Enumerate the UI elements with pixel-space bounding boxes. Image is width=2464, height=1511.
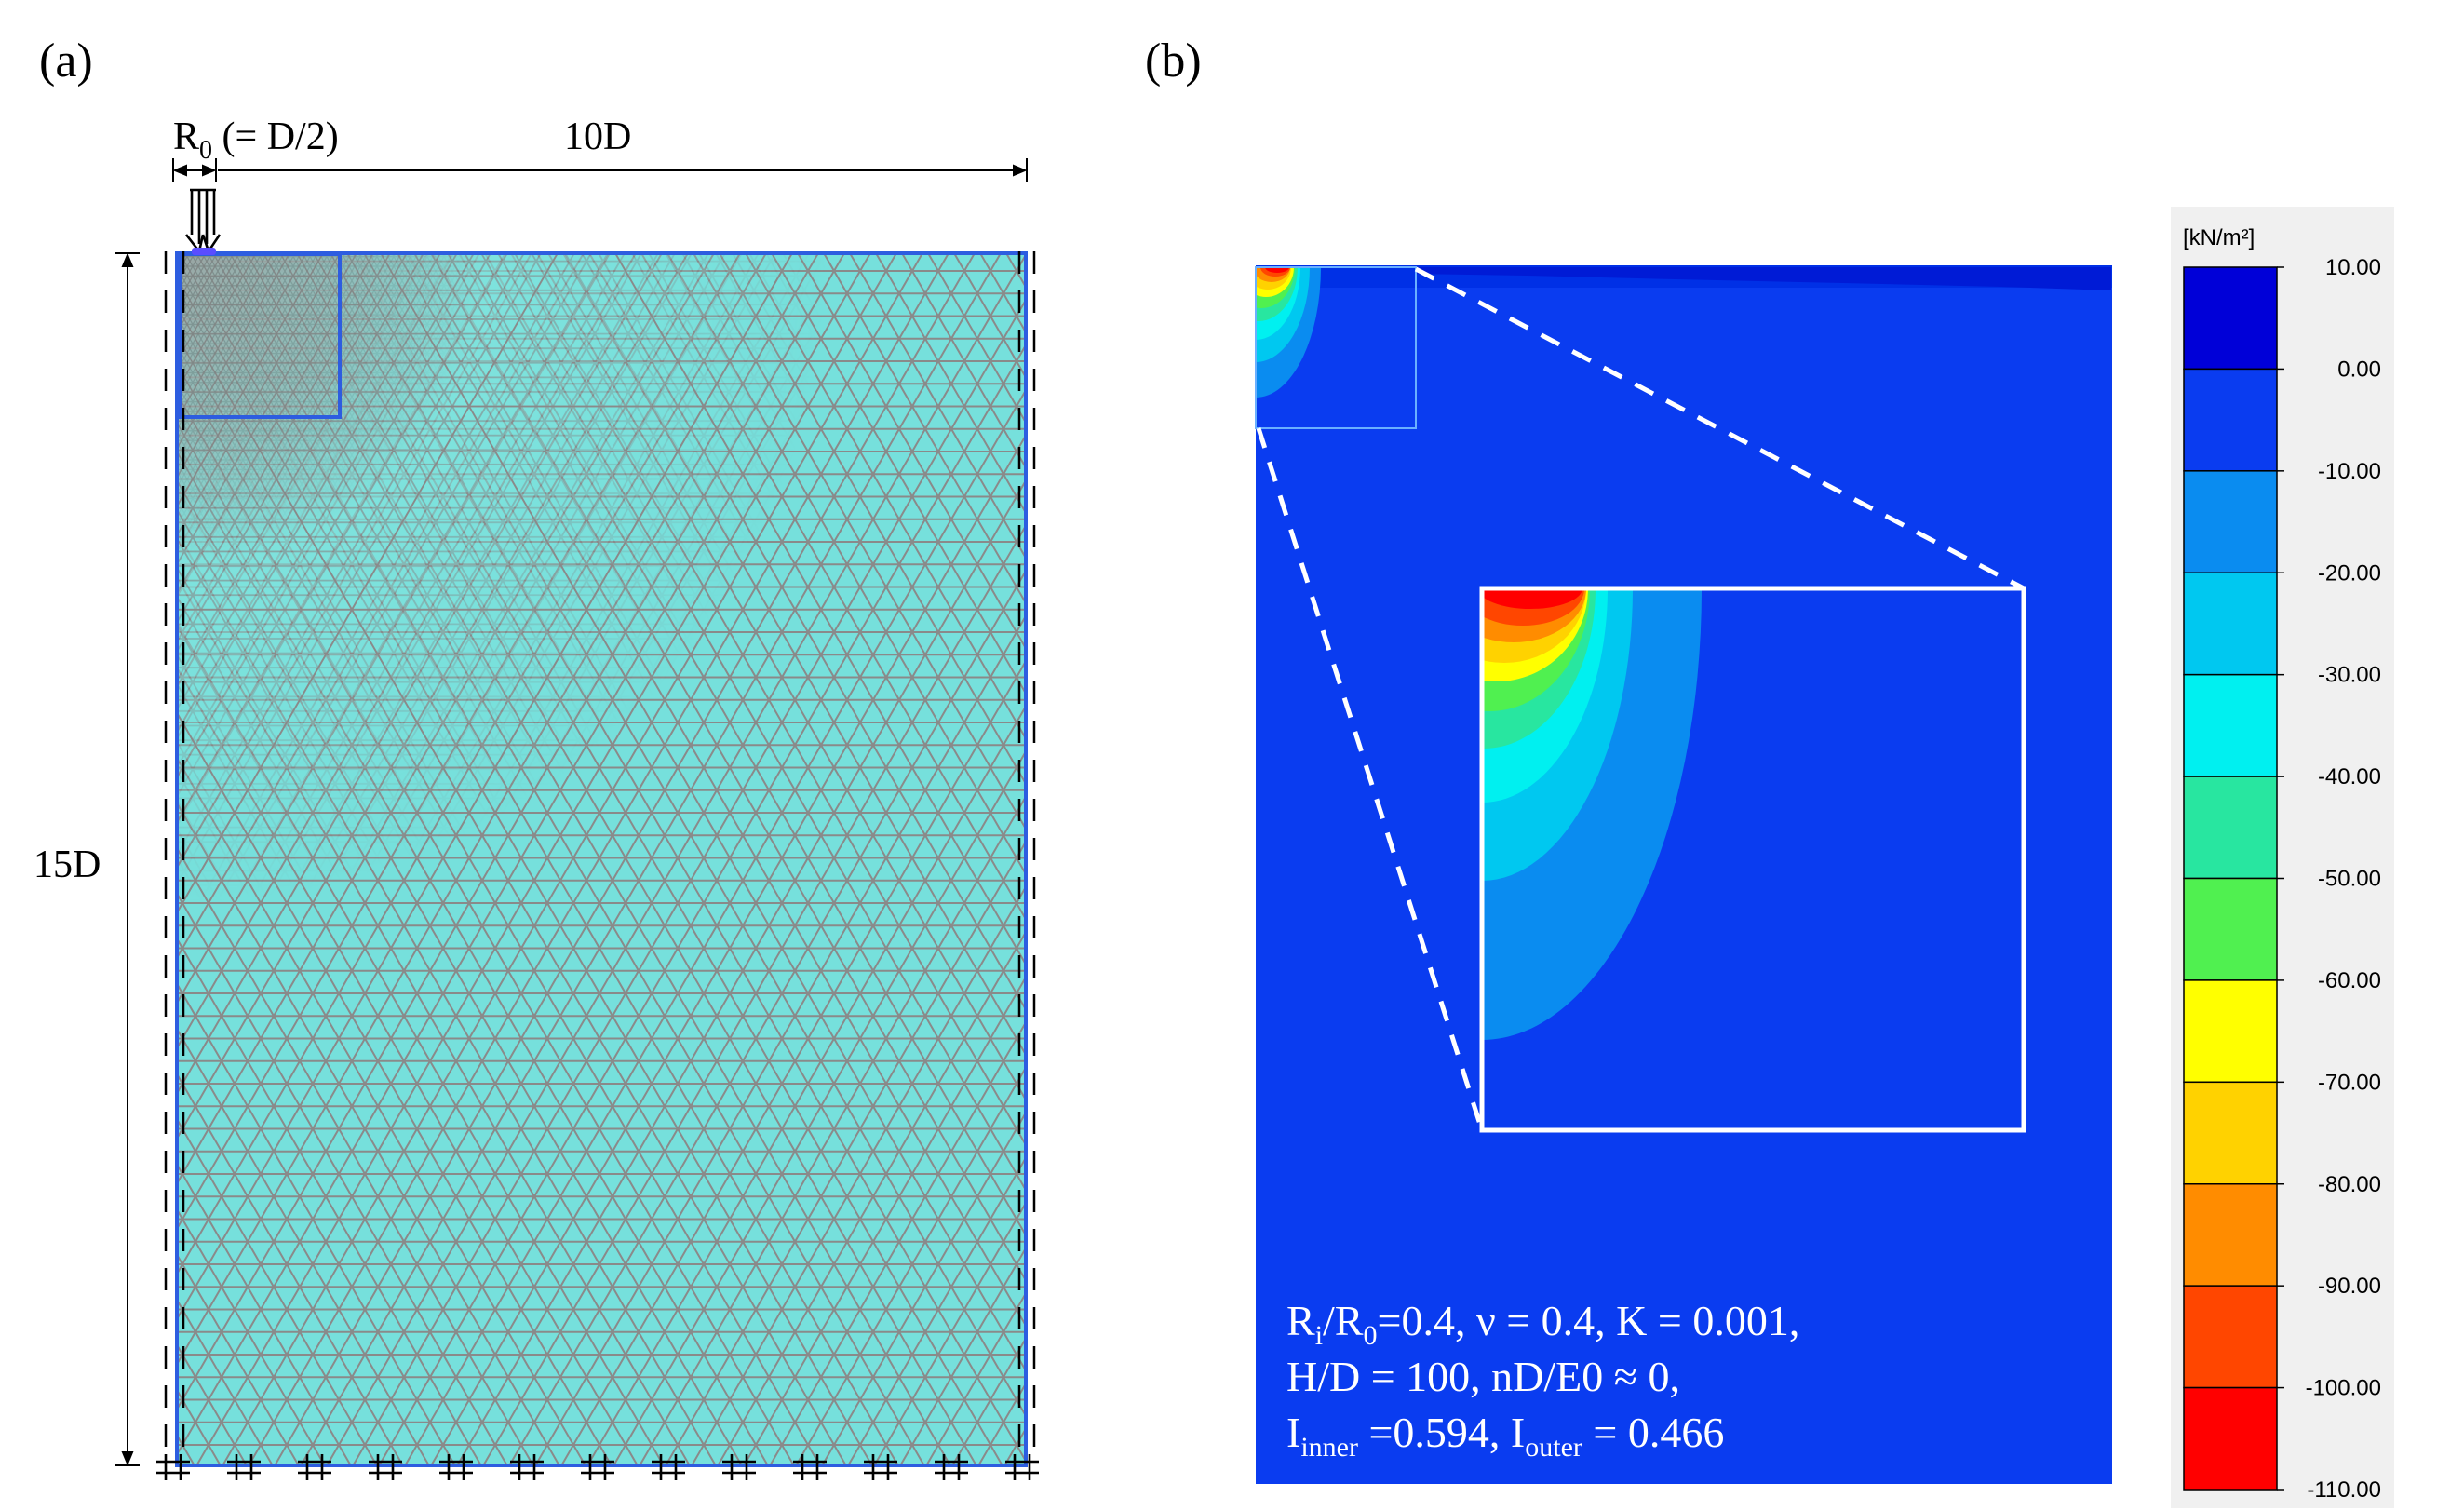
panel-a-label: (a) [39, 34, 93, 88]
legend-tick-label: -30.00 [2318, 663, 2381, 688]
fixed-support-symbol [227, 1454, 261, 1480]
legend-tick-label: -20.00 [2318, 560, 2381, 586]
param-line-2: H/D = 100, nD/E0 ≈ 0, [1286, 1353, 1680, 1400]
legend-color-bar [2183, 266, 2278, 1491]
legend-tick-label: -10.00 [2318, 459, 2381, 484]
fixed-support-symbol [510, 1454, 544, 1480]
dimension-10d [218, 158, 1028, 182]
fixed-support-symbol [864, 1454, 897, 1480]
param-line-3: Iinner =0.594, Iouter = 0.466 [1286, 1409, 1724, 1463]
fixed-support-symbol [935, 1454, 968, 1480]
legend-ticks: 10.00 0.00 -10.00 -20.00 -30.00 -40.00 -50.00 -… [2277, 255, 2381, 1503]
dimension-15d-label: 15D [34, 843, 101, 886]
dimension-r0 [172, 158, 217, 182]
load-arrows [184, 188, 222, 254]
legend-tick-label: -110.00 [2307, 1477, 2381, 1503]
zoom-connector-lines [1256, 266, 2026, 1131]
legend-swatch [2183, 776, 2278, 880]
fem-mesh [177, 253, 1026, 1465]
legend-tick-label: -40.00 [2318, 764, 2381, 789]
legend-swatch [2183, 572, 2278, 676]
right-roller-supports [1017, 251, 1036, 1457]
legend-tick-label: -80.00 [2318, 1172, 2381, 1197]
param-line-1: Ri/R0=0.4, ν = 0.4, K = 0.001, [1286, 1297, 1799, 1351]
legend-swatch [2183, 673, 2278, 777]
fixed-support-symbol [298, 1454, 331, 1480]
legend-tick-label: -90.00 [2318, 1274, 2381, 1299]
fixed-support-symbol [1005, 1454, 1039, 1480]
dimension-10d-label: 10D [564, 115, 631, 158]
fixed-support-symbol [439, 1454, 473, 1480]
zoom-inset-frame [1479, 586, 2026, 1133]
bottom-fixed-supports [156, 1454, 1039, 1480]
dimension-r0-label: R0 (= D/2) [173, 115, 339, 165]
legend-tick-label: -50.00 [2318, 867, 2381, 892]
fixed-support-symbol [652, 1454, 685, 1480]
mesh-boundary [175, 251, 1028, 1467]
legend-swatch [2183, 266, 2278, 371]
legend-swatch [2183, 877, 2278, 981]
fixed-support-symbol [581, 1454, 614, 1480]
surface-edge [1415, 267, 2111, 290]
legend-swatch [2183, 1081, 2278, 1185]
fixed-support-symbol [369, 1454, 402, 1480]
legend-swatch [2183, 1183, 2278, 1287]
legend-tick-label: -100.00 [2306, 1376, 2381, 1401]
zoom-source-box [1255, 266, 1417, 429]
load-plate [192, 248, 216, 255]
legend-swatch [2183, 1386, 2278, 1491]
legend-swatch [2183, 1285, 2278, 1389]
legend-tick-label: -60.00 [2318, 968, 2381, 993]
fixed-support-symbol [722, 1454, 756, 1480]
left-roller-supports [164, 251, 185, 1457]
corner-contours [1256, 267, 1321, 398]
parameters-text: Ri/R0=0.4, ν = 0.4, K = 0.001, H/D = 100… [1286, 1297, 1799, 1463]
dimension-15d [115, 252, 140, 1466]
fixed-support-symbol [156, 1454, 190, 1480]
fixed-support-symbol [793, 1454, 827, 1480]
legend-swatch [2183, 979, 2278, 1084]
panel-b-label: (b) [1145, 34, 1202, 88]
legend-tick-label: -70.00 [2318, 1070, 2381, 1095]
zoom-inset-contours [1482, 588, 2024, 1130]
refined-zone-outline [178, 252, 342, 419]
legend-swatch [2183, 368, 2278, 472]
legend-tick-label: 0.00 [2337, 357, 2381, 382]
legend-swatch [2183, 470, 2278, 574]
legend-unit: [kN/m²] [2183, 225, 2255, 250]
legend-tick-label: 10.00 [2325, 255, 2381, 280]
